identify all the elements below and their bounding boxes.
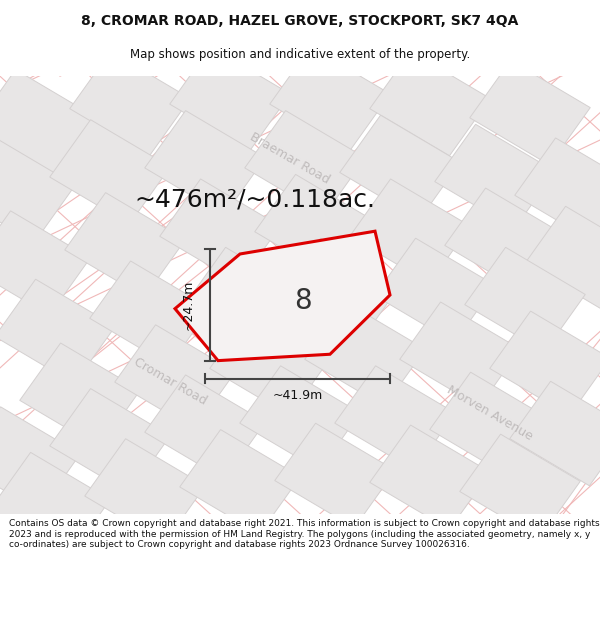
Text: Cromar Road: Cromar Road [131, 356, 209, 408]
Polygon shape [90, 261, 210, 366]
Polygon shape [400, 302, 520, 406]
Polygon shape [70, 51, 190, 156]
Polygon shape [145, 111, 265, 215]
Polygon shape [515, 138, 600, 242]
Polygon shape [180, 429, 300, 534]
Polygon shape [160, 179, 280, 284]
Polygon shape [340, 115, 460, 219]
Text: Braemar Road: Braemar Road [248, 130, 332, 186]
Polygon shape [115, 325, 235, 429]
Polygon shape [170, 47, 290, 151]
Polygon shape [305, 302, 425, 406]
Polygon shape [0, 138, 75, 242]
Polygon shape [50, 389, 170, 493]
Polygon shape [50, 120, 170, 224]
Polygon shape [470, 61, 590, 165]
Polygon shape [0, 407, 80, 511]
Polygon shape [85, 439, 205, 543]
Polygon shape [175, 231, 390, 361]
Polygon shape [510, 381, 600, 486]
Polygon shape [465, 248, 585, 352]
Polygon shape [255, 174, 375, 279]
Text: 8, CROMAR ROAD, HAZEL GROVE, STOCKPORT, SK7 4QA: 8, CROMAR ROAD, HAZEL GROVE, STOCKPORT, … [82, 14, 518, 28]
Polygon shape [0, 452, 110, 557]
Polygon shape [0, 279, 115, 384]
Text: 8: 8 [294, 287, 312, 314]
Polygon shape [145, 375, 265, 479]
Polygon shape [240, 366, 360, 470]
Polygon shape [350, 179, 470, 284]
Polygon shape [275, 423, 395, 528]
Text: ~476m²/~0.118ac.: ~476m²/~0.118ac. [134, 188, 376, 211]
Polygon shape [435, 124, 555, 229]
Polygon shape [245, 111, 365, 215]
Polygon shape [490, 311, 600, 416]
Polygon shape [370, 51, 490, 156]
Polygon shape [210, 311, 330, 416]
Polygon shape [280, 238, 400, 342]
Polygon shape [445, 188, 565, 292]
Text: Morven Avenue: Morven Avenue [445, 384, 535, 443]
Polygon shape [0, 69, 95, 174]
Polygon shape [65, 192, 185, 297]
Polygon shape [270, 47, 390, 151]
Polygon shape [370, 425, 490, 529]
Text: ~24.7m: ~24.7m [182, 280, 194, 330]
Polygon shape [335, 366, 455, 470]
Text: ~41.9m: ~41.9m [272, 389, 323, 402]
Polygon shape [525, 206, 600, 311]
Polygon shape [375, 238, 495, 342]
Polygon shape [185, 248, 305, 352]
Polygon shape [460, 434, 580, 539]
Text: Map shows position and indicative extent of the property.: Map shows position and indicative extent… [130, 48, 470, 61]
Polygon shape [430, 372, 550, 477]
Polygon shape [20, 343, 140, 447]
Text: Contains OS data © Crown copyright and database right 2021. This information is : Contains OS data © Crown copyright and d… [9, 519, 599, 549]
Polygon shape [0, 211, 90, 316]
